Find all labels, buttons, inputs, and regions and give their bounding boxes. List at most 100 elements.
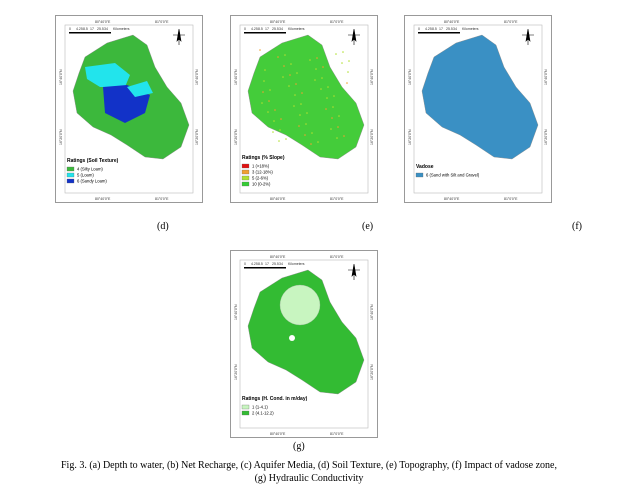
scale-tick: 25.5 [272, 27, 279, 31]
lon-label: 80°40'0"E [444, 20, 460, 24]
slope-speck [269, 89, 271, 91]
panel-label: (e) [362, 221, 374, 232]
scale-tick: 8.5 [258, 262, 263, 266]
scale-tick: 8.5 [83, 27, 88, 31]
slope-speck [278, 140, 280, 142]
legend-swatch [415, 172, 424, 178]
slope-speck [268, 100, 270, 102]
scale-tick: 0 [244, 262, 246, 266]
lon-label: 81°0'0"E [155, 20, 169, 24]
slope-speck [295, 83, 297, 85]
slope-speck [300, 103, 302, 105]
slope-speck [280, 118, 282, 120]
slope-speck [322, 66, 324, 68]
slope-speck [310, 143, 312, 145]
lon-label: 80°40'0"E [270, 197, 286, 201]
slope-speck [326, 97, 328, 99]
lat-label: 16°20'0"N [195, 129, 199, 145]
panel-label: (f) [572, 221, 582, 232]
scale-bar [69, 32, 111, 34]
slope-speck [285, 138, 287, 140]
scale-tick: 34 [104, 27, 108, 31]
hc-zone [279, 284, 321, 326]
scale-tick: 34 [453, 27, 457, 31]
slope-speck [347, 71, 349, 73]
legend-title: Ratings (H. Cond. in m/day) [242, 396, 308, 402]
lon-label: 80°40'0"E [270, 255, 286, 259]
legend-item: 5 (2-6%) [252, 176, 269, 181]
slope-speck [343, 135, 345, 137]
scale-tick: 4.25 [251, 262, 258, 266]
legend-item: 1 (1-4.1) [252, 405, 268, 410]
scale-unit: Kilometers [288, 27, 305, 31]
lat-label: 16°40'0"N [195, 69, 199, 85]
lon-label: 80°40'0"E [270, 20, 286, 24]
scale-tick: 8.5 [258, 27, 263, 31]
slope-speck [273, 120, 275, 122]
map-frame [64, 24, 194, 194]
scale-tick: 25.5 [446, 27, 453, 31]
legend-title: Ratings (% Slope) [242, 155, 285, 161]
legend-swatch [241, 404, 250, 410]
scale-tick: 34 [279, 262, 283, 266]
slope-speck [317, 141, 319, 143]
map-area [421, 34, 539, 160]
slope-speck [296, 72, 298, 74]
lon-label: 81°0'0"E [330, 432, 344, 436]
slope-speck [335, 53, 337, 55]
north-arrow [522, 28, 534, 45]
scale-tick: 25.5 [97, 27, 104, 31]
slope-speck [304, 134, 306, 136]
slope-speck [348, 60, 350, 62]
scale-tick: 25.5 [272, 262, 279, 266]
slope-speck [267, 111, 269, 113]
lat-label: 16°40'0"N [544, 69, 548, 85]
slope-speck [341, 62, 343, 64]
slope-speck [259, 49, 261, 51]
scale-tick: 17 [265, 262, 269, 266]
scale-tick: 4.25 [251, 27, 258, 31]
slope-speck [314, 79, 316, 81]
lon-label: 80°40'0"E [95, 197, 111, 201]
slope-speck [288, 85, 290, 87]
slope-speck [282, 76, 284, 78]
slope-speck [337, 126, 339, 128]
scale-tick: 4.25 [76, 27, 83, 31]
lat-label: 16°40'0"N [234, 69, 238, 85]
legend-item: 6 (Sandy Loam) [77, 179, 107, 184]
map-panel: 80°40'0"E 80°40'0"E 81°0'0"E 81°0'0"E 16°40'… [55, 15, 203, 203]
legend-swatch [66, 172, 75, 178]
north-arrow [348, 263, 360, 280]
slope-speck [311, 132, 313, 134]
legend-item: 6 (Sand with Silt and Gravel) [426, 173, 480, 178]
slope-speck [332, 106, 334, 108]
lon-label: 81°0'0"E [330, 255, 344, 259]
slope-speck [338, 115, 340, 117]
lat-label: 16°40'0"N [59, 69, 63, 85]
slope-speck [299, 114, 301, 116]
map-frame [413, 24, 543, 194]
legend-item: 1 (>18%) [252, 164, 270, 169]
scale-tick: 8.5 [432, 27, 437, 31]
scale-tick: 17 [265, 27, 269, 31]
legend-item: 10 (0-2%) [252, 182, 271, 187]
slope-speck [315, 68, 317, 70]
legend-title: Vadose [416, 164, 434, 170]
lat-label: 16°40'0"N [370, 69, 374, 85]
north-arrow [173, 28, 185, 45]
slope-speck [316, 57, 318, 59]
slope-speck [261, 102, 263, 104]
slope-speck [262, 91, 264, 93]
lat-label: 16°40'0"N [234, 304, 238, 320]
slope-speck [279, 129, 281, 131]
panel-label: (g) [293, 441, 305, 452]
lon-label: 81°0'0"E [330, 20, 344, 24]
legend-item: 4 (Silty Loam) [77, 167, 103, 172]
slope-speck [327, 86, 329, 88]
slope-speck [309, 59, 311, 61]
lat-label: 16°40'0"N [370, 304, 374, 320]
legend-item: 2 (4.1-12.2) [252, 411, 274, 416]
slope-speck [284, 54, 286, 56]
lat-label: 16°20'0"N [544, 129, 548, 145]
